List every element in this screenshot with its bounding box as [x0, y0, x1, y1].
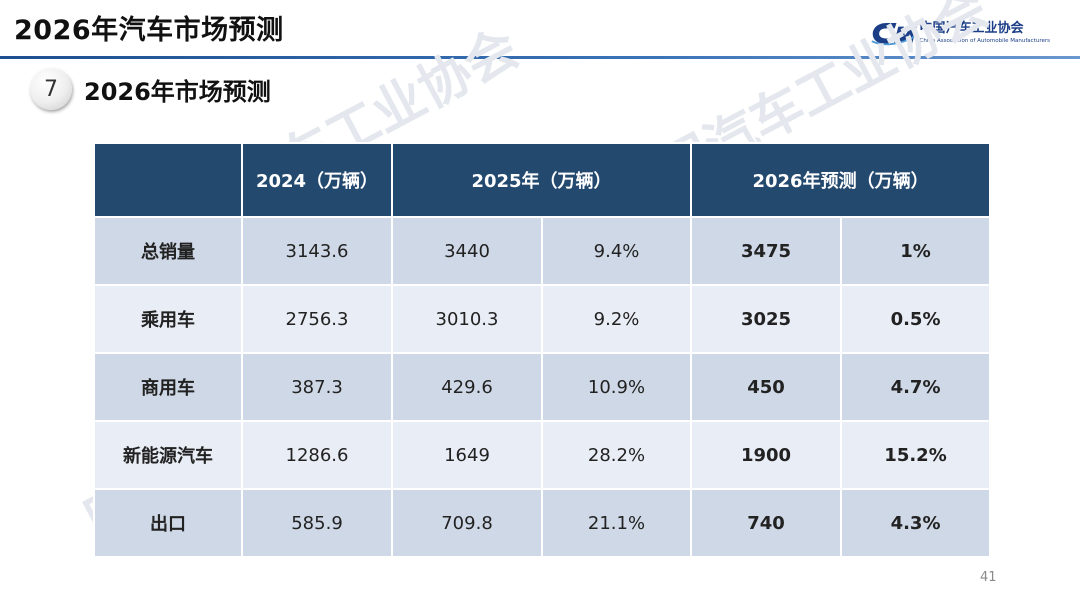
growth-2025: 28.2%	[540, 420, 693, 490]
value-2025: 429.6	[391, 352, 543, 422]
row-label: 新能源汽车	[93, 420, 243, 490]
value-2026: 450	[690, 352, 843, 422]
value-2026: 1900	[690, 420, 843, 490]
caam-logo: 中国汽车工业协会 China Association of Automobile…	[870, 16, 1050, 50]
row-label: 出口	[93, 488, 243, 558]
header-2025: 2025年（万辆）	[390, 142, 693, 218]
slide-title: 2026年汽车市场预测	[14, 15, 284, 46]
growth-2026: 4.3%	[840, 488, 992, 558]
value-2026: 740	[690, 488, 843, 558]
value-2024: 3143.6	[241, 216, 393, 286]
value-2025: 3010.3	[391, 284, 543, 354]
value-2024: 585.9	[241, 488, 393, 558]
growth-2026: 1%	[840, 216, 992, 286]
value-2026: 3475	[690, 216, 843, 286]
table-row: 新能源汽车 1286.6 1649 28.2% 1900 15.2%	[93, 420, 992, 490]
table-header-row: 2024（万辆） 2025年（万辆） 2026年预测（万辆）	[93, 142, 992, 218]
value-2025: 1649	[391, 420, 543, 490]
growth-2026: 0.5%	[840, 284, 992, 354]
row-label: 乘用车	[93, 284, 243, 354]
value-2024: 1286.6	[241, 420, 393, 490]
logo-en-text: China Association of Automobile Manufact…	[919, 38, 1050, 44]
row-label: 总销量	[93, 216, 243, 286]
table-row: 出口 585.9 709.8 21.1% 740 4.3%	[93, 488, 992, 558]
caam-logo-icon	[871, 22, 917, 46]
header-2024: 2024（万辆）	[241, 142, 393, 218]
header-rule	[0, 56, 1080, 59]
section-number-badge: 7	[30, 68, 72, 110]
header-empty-cell	[93, 142, 243, 218]
row-label: 商用车	[93, 352, 243, 422]
table-row: 乘用车 2756.3 3010.3 9.2% 3025 0.5%	[93, 284, 992, 354]
growth-2025: 21.1%	[540, 488, 693, 558]
value-2026: 3025	[690, 284, 843, 354]
growth-2025: 9.2%	[540, 284, 693, 354]
growth-2026: 15.2%	[840, 420, 992, 490]
header-2026-forecast: 2026年预测（万辆）	[690, 142, 992, 218]
table-row: 总销量 3143.6 3440 9.4% 3475 1%	[93, 216, 992, 286]
growth-2026: 4.7%	[840, 352, 992, 422]
value-2024: 2756.3	[241, 284, 393, 354]
section-title: 2026年市场预测	[84, 77, 271, 106]
page-number: 41	[980, 570, 997, 585]
growth-2025: 9.4%	[540, 216, 693, 286]
forecast-table: 2024（万辆） 2025年（万辆） 2026年预测（万辆） 总销量 3143.…	[93, 142, 992, 558]
growth-2025: 10.9%	[540, 352, 693, 422]
table-row: 商用车 387.3 429.6 10.9% 450 4.7%	[93, 352, 992, 422]
value-2025: 3440	[391, 216, 543, 286]
value-2025: 709.8	[391, 488, 543, 558]
logo-cn-text: 中国汽车工业协会	[919, 21, 1024, 36]
section-heading: 7 2026年市场预测	[30, 67, 271, 111]
value-2024: 387.3	[241, 352, 393, 422]
